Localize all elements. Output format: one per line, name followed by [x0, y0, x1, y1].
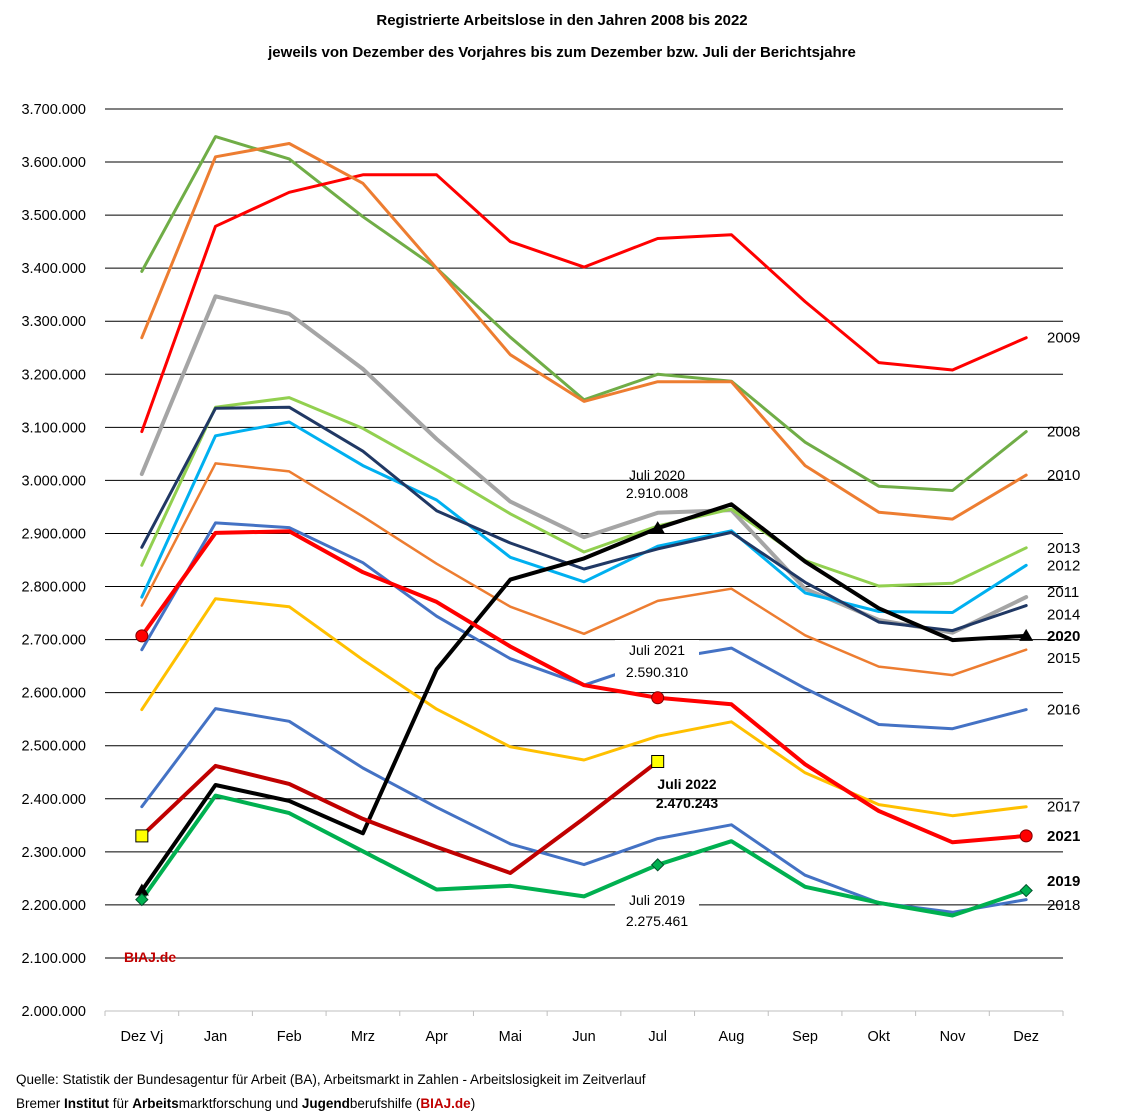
annotation-value: 2.910.008: [626, 485, 688, 501]
footer-source: Quelle: Statistik der Bundesagentur für …: [16, 1072, 646, 1087]
y-tick-label: 3.400.000: [21, 261, 86, 277]
x-tick-label: Jan: [204, 1029, 227, 1045]
series-line-2022: [142, 762, 658, 874]
x-tick-label: Jul: [648, 1029, 667, 1045]
footer-text-part: marktforschung und: [179, 1096, 302, 1111]
y-tick-label: 3.300.000: [21, 314, 86, 330]
annotation-label: Juli 2020: [629, 467, 685, 483]
y-tick-label: 2.600.000: [21, 686, 86, 702]
y-tick-label: 2.000.000: [21, 1004, 86, 1020]
y-tick-label: 3.500.000: [21, 208, 86, 224]
annotation-value: 2.590.310: [626, 664, 688, 680]
x-tick-label: Dez: [1013, 1029, 1039, 1045]
x-axis-tick-labels: Dez Vj Jan Feb Mrz Apr Mai Jun Jul Aug Sep Okt Nov D…: [105, 1011, 1063, 1045]
series-line-2017: [142, 599, 1026, 816]
x-tick-label: Dez Vj: [120, 1029, 163, 1045]
footer-text-part: Institut: [64, 1096, 109, 1111]
x-tick-label: Jun: [572, 1029, 595, 1045]
marker-2019: [652, 859, 664, 871]
y-tick-label: 2.800.000: [21, 580, 86, 596]
annotation-value: 2.470.243: [656, 795, 718, 811]
y-tick-label: 2.900.000: [21, 526, 86, 542]
series-line-2021: [142, 531, 1026, 842]
series-end-label: 2016: [1047, 702, 1080, 719]
footer-text-part: ): [471, 1096, 476, 1111]
footer-text-part: für: [109, 1096, 132, 1111]
marker-2021: [652, 692, 664, 704]
y-tick-label: 2.100.000: [21, 951, 86, 967]
line-chart: 2.000.000 2.100.000 2.200.000 2.300.000 2.40…: [0, 0, 1123, 1070]
x-tick-label: Aug: [718, 1029, 744, 1045]
series-end-label: 2017: [1047, 799, 1080, 816]
annotation-value: 2.275.461: [626, 913, 688, 929]
series-line-2014: [142, 407, 1026, 630]
y-tick-label: 3.000.000: [21, 473, 86, 489]
marker-2019: [1020, 885, 1032, 897]
footer-text-part: Bremer: [16, 1096, 64, 1111]
series-end-label: 2015: [1047, 650, 1080, 667]
footer-text-part: Jugend: [302, 1096, 350, 1111]
y-tick-label: 3.700.000: [21, 102, 86, 118]
series-line-2016: [142, 523, 1026, 729]
series-line-2009: [142, 175, 1026, 432]
series-end-label: 2021: [1047, 828, 1080, 845]
series-end-label: 2014: [1047, 607, 1080, 624]
annotation-label: Juli 2021: [629, 642, 685, 658]
y-tick-label: 2.400.000: [21, 792, 86, 808]
series-line-2012: [142, 422, 1026, 613]
series-line-2020: [142, 504, 1026, 890]
y-axis-tick-labels: 2.000.000 2.100.000 2.200.000 2.300.000 2.40…: [21, 102, 86, 1020]
marker-2021: [1020, 830, 1032, 842]
series-markers: [135, 521, 1033, 905]
y-tick-label: 3.600.000: [21, 155, 86, 171]
series-line-2019: [142, 796, 1026, 916]
series-end-label: 2010: [1047, 467, 1080, 484]
y-tick-label: 2.300.000: [21, 845, 86, 861]
x-tick-label: Feb: [277, 1029, 302, 1045]
x-tick-label: Apr: [425, 1029, 448, 1045]
y-tick-label: 2.700.000: [21, 633, 86, 649]
marker-2022: [652, 755, 664, 767]
annotation-label: Juli 2022: [657, 776, 716, 792]
series-end-label: 2009: [1047, 330, 1080, 347]
footer-organization: Bremer Institut für Arbeitsmarktforschun…: [16, 1096, 475, 1111]
series-line-2008: [142, 137, 1026, 491]
y-tick-label: 3.200.000: [21, 367, 86, 383]
x-tick-label: Nov: [940, 1029, 967, 1045]
footer-text-part: berufshilfe (: [350, 1096, 421, 1111]
series-end-label: 2011: [1047, 584, 1079, 601]
series-end-label: 2018: [1047, 897, 1080, 914]
series-end-label: 2008: [1047, 424, 1080, 441]
series-end-label: 2012: [1047, 557, 1080, 574]
footer-text-part: Arbeits: [132, 1096, 179, 1111]
annotation-label: Juli 2019: [629, 892, 685, 908]
watermark: BIAJ.de: [124, 949, 176, 965]
x-tick-label: Okt: [867, 1029, 890, 1045]
marker-2022: [136, 830, 148, 842]
marker-2021: [136, 630, 148, 642]
y-tick-label: 2.500.000: [21, 739, 86, 755]
series-end-label: 2019: [1047, 873, 1080, 890]
series-end-label: 2013: [1047, 540, 1080, 557]
y-tick-label: 3.100.000: [21, 420, 86, 436]
footer-text-part: BIAJ.de: [420, 1096, 470, 1111]
series-end-label: 2020: [1047, 628, 1080, 645]
x-tick-label: Mrz: [351, 1029, 375, 1045]
chart-subtitle: jeweils von Dezember des Vorjahres bis z…: [0, 44, 1123, 61]
x-tick-label: Mai: [499, 1029, 522, 1045]
chart-title: Registrierte Arbeitslose in den Jahren 2…: [0, 12, 1123, 29]
x-tick-label: Sep: [792, 1029, 818, 1045]
y-tick-label: 2.200.000: [21, 898, 86, 914]
